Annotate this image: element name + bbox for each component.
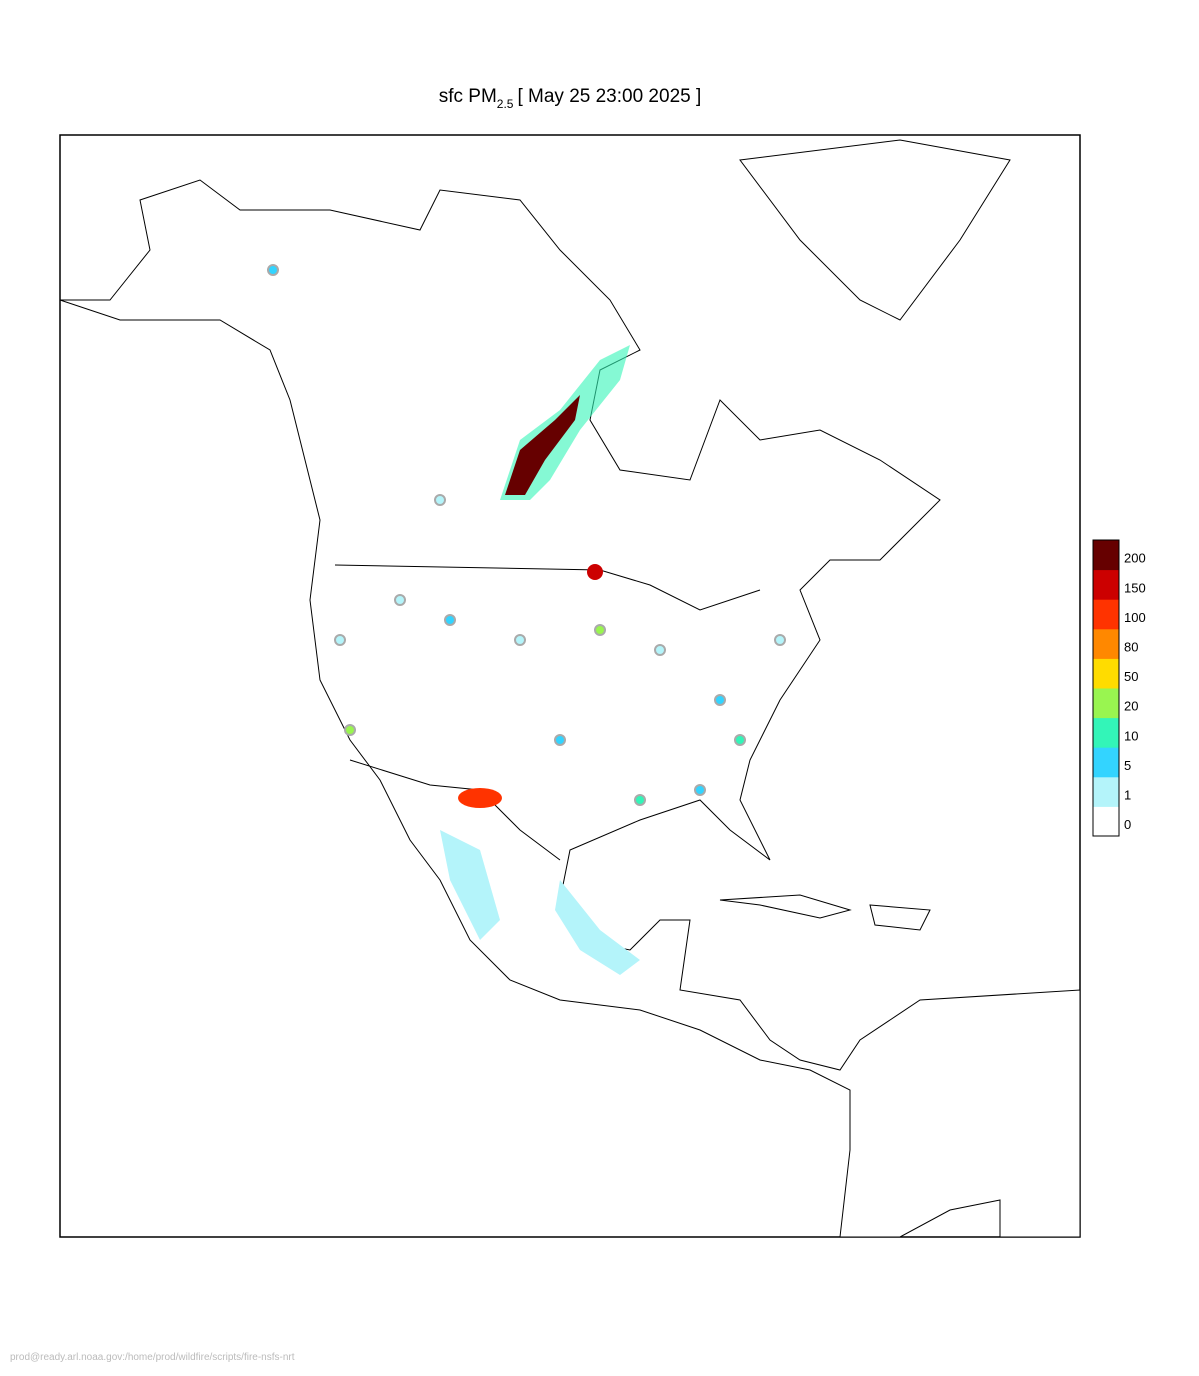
- station: [267, 264, 279, 276]
- legend-label: 80: [1124, 639, 1138, 654]
- caribbean-islands: [719, 894, 931, 931]
- station: [774, 634, 786, 646]
- border-us-canada: [334, 564, 761, 611]
- footer: prod@ready.arl.noaa.gov:/home/prod/wildf…: [10, 1352, 295, 1363]
- station: [334, 634, 346, 646]
- legend-swatch: [1092, 687, 1120, 719]
- legend-label: 10: [1124, 728, 1138, 743]
- station: [344, 724, 356, 736]
- legend-label: 5: [1124, 758, 1131, 773]
- station: [394, 594, 406, 606]
- legend: 0 1 5 10 20 50 80 100 150 200: [1092, 539, 1146, 837]
- legend-swatch: [1092, 598, 1120, 630]
- legend-swatch: [1092, 569, 1120, 600]
- station: [634, 794, 646, 806]
- legend-swatch: [1092, 539, 1120, 571]
- legend-label: 150: [1124, 580, 1146, 595]
- station: [714, 694, 726, 706]
- smoke-haze: [555, 880, 640, 975]
- stations: [267, 264, 786, 806]
- legend-label: 20: [1124, 699, 1138, 714]
- map: [59, 134, 1081, 1238]
- smoke-haze: [440, 830, 500, 940]
- title-suffix: [ May 25 23:00 2025 ]: [517, 86, 701, 107]
- smoke-plume-core: [505, 395, 580, 495]
- greenland: [739, 139, 1011, 321]
- legend-swatch: [1092, 717, 1120, 748]
- legend-swatch: [1092, 746, 1120, 778]
- title: sfc PM2.5[ May 25 23:00 2025 ]: [439, 86, 702, 111]
- title-subscript: 2.5: [497, 97, 514, 111]
- legend-swatch: [1092, 657, 1120, 689]
- station: [654, 644, 666, 656]
- legend-label: 200: [1124, 551, 1146, 566]
- smoke-spot: [458, 788, 502, 808]
- legend-label: 100: [1124, 610, 1146, 625]
- legend-swatch: [1092, 628, 1120, 659]
- title-prefix: sfc PM: [439, 86, 497, 107]
- legend-label: 50: [1124, 669, 1138, 684]
- smoke-spot: [587, 564, 603, 580]
- station: [444, 614, 456, 626]
- coastline: [59, 179, 1081, 1238]
- station: [694, 784, 706, 796]
- legend-swatch: [1093, 806, 1119, 836]
- station: [554, 734, 566, 746]
- legend-label: 1: [1124, 787, 1131, 802]
- legend-label: 0: [1124, 817, 1131, 832]
- legend-border: [1092, 539, 1120, 837]
- station: [514, 634, 526, 646]
- station: [434, 494, 446, 506]
- station: [734, 734, 746, 746]
- station: [594, 624, 606, 636]
- legend-swatch: [1092, 776, 1120, 807]
